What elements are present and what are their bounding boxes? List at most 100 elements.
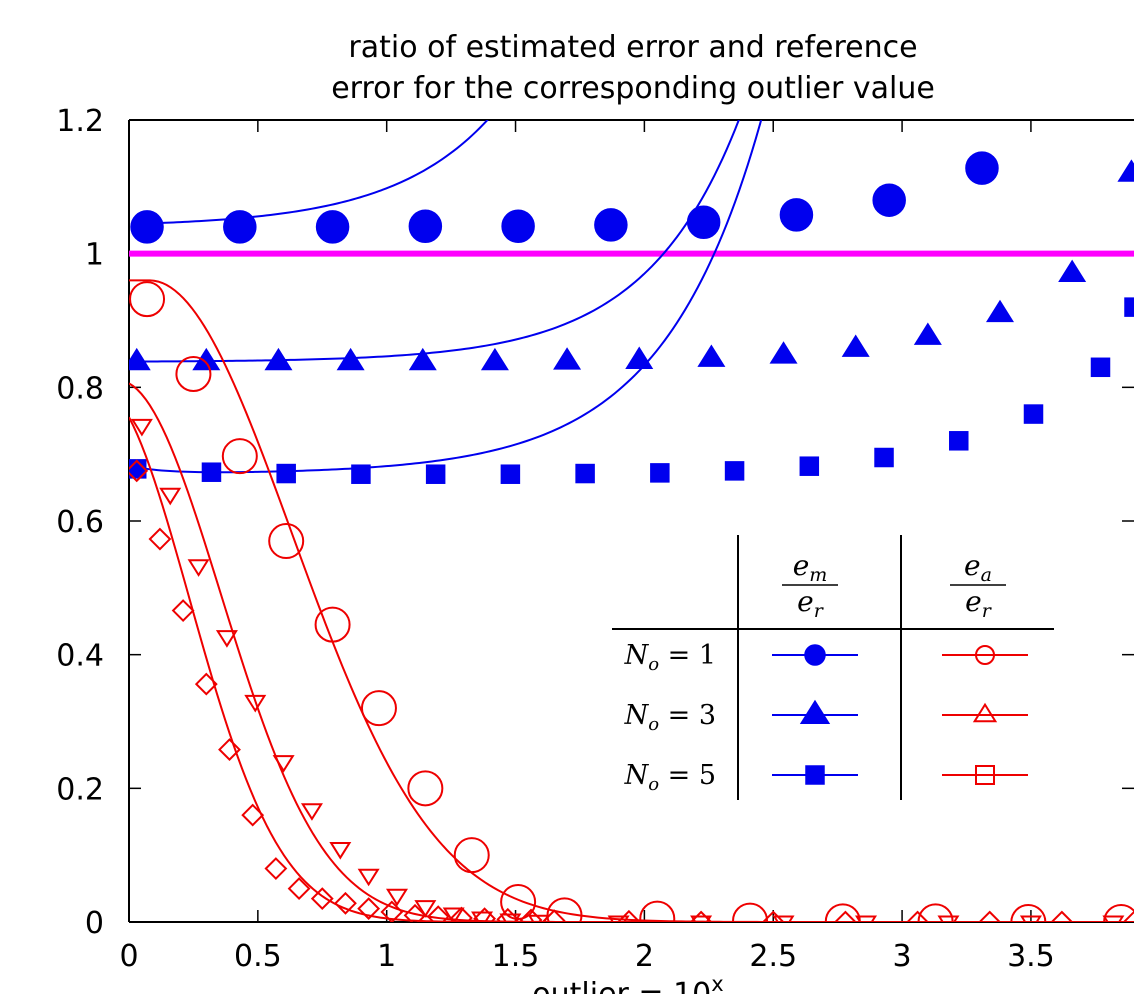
- data-point-ea_over_er-No1: [639, 900, 676, 922]
- x-axis-label-text: outlier = 10: [532, 977, 711, 994]
- legend-row-2-var: N: [624, 700, 650, 731]
- data-point-ea_over_er-No3: [772, 915, 795, 922]
- data-point-em_over_er-No5: [1090, 357, 1111, 378]
- data-point-ea_over_er-No5: [357, 897, 381, 921]
- chart-title-line-1: ratio of estimated error and reference: [348, 30, 917, 65]
- data-point-ea_over_er-No1: [175, 355, 212, 392]
- data-point-ea_over_er-No5: [194, 672, 218, 696]
- data-point-ea_over_er-No1: [314, 606, 351, 643]
- data-point-ea_over_er-No3: [130, 418, 153, 437]
- data-point-ea_over_er-No3: [187, 559, 210, 577]
- legend-marker-em-2: [799, 699, 831, 725]
- data-point-em_over_er-No1: [594, 208, 628, 242]
- data-point-ea_over_er-No1: [221, 438, 258, 475]
- data-point-ea_over_er-No3: [272, 755, 295, 773]
- data-point-ea_over_er-No3: [607, 915, 630, 922]
- data-point-ea_over_er-No3: [1019, 915, 1042, 922]
- legend-row-3-var: N: [624, 760, 650, 791]
- data-point-em_over_er-No1: [872, 183, 906, 217]
- series-ea_over_er-No5: [129, 416, 1134, 922]
- data-point-em_over_er-No1: [408, 209, 443, 244]
- data-point-em_over_er-No3: [913, 322, 942, 345]
- y-tick-label: 1.2: [56, 104, 104, 139]
- data-point-ea_over_er-No3: [1102, 915, 1125, 922]
- series-em_over_er-No1: [130, 120, 999, 244]
- x-axis-label: outlier = 10x: [532, 972, 723, 994]
- data-point-em_over_er-No5: [276, 463, 296, 484]
- data-point-em_over_er-No3: [1058, 259, 1087, 283]
- data-point-ea_over_er-No1: [407, 770, 444, 807]
- data-point-ea_over_er-No3: [244, 694, 267, 713]
- data-point-ea_over_er-No5: [906, 910, 929, 922]
- legend-marker-em-1: [804, 644, 826, 666]
- x-tick-label: 3: [893, 939, 912, 974]
- data-point-ea_over_er-No3: [442, 907, 465, 922]
- data-point-ea_over_er-No3: [329, 841, 352, 860]
- legend-row-1-sub: o: [648, 654, 659, 675]
- data-point-em_over_er-No5: [724, 461, 745, 481]
- x-tick-label: 0.5: [234, 939, 282, 974]
- data-point-em_over_er-No5: [201, 462, 222, 482]
- legend-row-1-var: N: [624, 640, 650, 671]
- y-tick-label: 0.6: [56, 505, 104, 540]
- data-point-em_over_er-No3: [1117, 159, 1134, 182]
- data-point-ea_over_er-No5: [310, 887, 334, 911]
- data-point-em_over_er-No5: [575, 463, 595, 484]
- data-point-em_over_er-No3: [697, 344, 726, 367]
- svg-text:er: er: [797, 585, 825, 622]
- svg-text:ea: ea: [964, 549, 992, 586]
- data-point-ea_over_er-No5: [450, 906, 473, 922]
- data-point-em_over_er-No3: [192, 347, 221, 371]
- data-point-ea_over_er-No1: [129, 281, 166, 318]
- legend: em er ea er No = 1 No = 3 No = 5: [612, 535, 1054, 800]
- data-point-ea_over_er-No5: [542, 909, 566, 922]
- data-point-em_over_er-No3: [480, 347, 509, 371]
- x-tick-label: 2.5: [749, 939, 797, 974]
- data-point-em_over_er-No1: [130, 210, 164, 244]
- x-tick-label: 3.5: [1007, 939, 1055, 974]
- data-point-em_over_er-No3: [336, 347, 365, 371]
- data-point-em_over_er-No1: [315, 210, 350, 244]
- series-line-ea_over_er-No3: [129, 382, 1134, 922]
- data-point-ea_over_er-No1: [453, 837, 490, 874]
- data-point-em_over_er-No1: [501, 209, 535, 244]
- legend-row-2-rest: = 3: [659, 700, 716, 731]
- data-point-ea_over_er-No5: [334, 891, 357, 915]
- series-line-ea_over_er-No1: [129, 279, 1134, 922]
- data-point-em_over_er-No5: [1023, 404, 1044, 424]
- data-point-em_over_er-No3: [769, 341, 798, 364]
- data-point-em_over_er-No1: [223, 210, 257, 244]
- legend-ea-den-sub: r: [982, 600, 993, 622]
- x-tick-label: 2: [635, 939, 654, 974]
- data-point-ea_over_er-No1: [1103, 904, 1134, 922]
- series-ea_over_er-No1: [129, 279, 1134, 922]
- legend-em-den: e: [797, 585, 814, 618]
- data-point-ea_over_er-No5: [689, 910, 713, 922]
- data-point-ea_over_er-No3: [385, 888, 409, 907]
- data-point-ea_over_er-No5: [978, 910, 1002, 922]
- data-point-em_over_er-No5: [351, 464, 371, 484]
- data-point-ea_over_er-No5: [287, 877, 311, 900]
- y-tick-label: 1: [85, 238, 104, 273]
- data-point-ea_over_er-No5: [129, 459, 149, 483]
- y-tick-label: 0.2: [56, 772, 104, 807]
- y-tick-label: 0: [85, 906, 104, 941]
- data-point-ea_over_er-No1: [268, 523, 305, 560]
- data-point-em_over_er-No3: [408, 347, 437, 371]
- data-point-em_over_er-No5: [949, 431, 969, 451]
- legend-col-header-ea: ea er: [950, 549, 1006, 622]
- series-line-em_over_er-No3: [136, 120, 740, 363]
- data-point-ea_over_er-No3: [854, 915, 878, 922]
- legend-row-3-sub: o: [648, 774, 659, 795]
- series-line-ea_over_er-No5: [129, 416, 1134, 922]
- svg-text:em: em: [793, 549, 828, 586]
- x-axis-label-sup: x: [711, 972, 723, 994]
- data-point-ea_over_er-No5: [148, 527, 172, 551]
- data-point-ea_over_er-No3: [937, 915, 960, 922]
- data-point-ea_over_er-No5: [473, 907, 497, 922]
- data-point-ea_over_er-No5: [241, 803, 265, 827]
- legend-row-label-1: No = 1: [624, 640, 716, 675]
- chart-title-line-2: error for the corresponding outlier valu…: [331, 71, 935, 106]
- data-point-em_over_er-No5: [650, 463, 670, 483]
